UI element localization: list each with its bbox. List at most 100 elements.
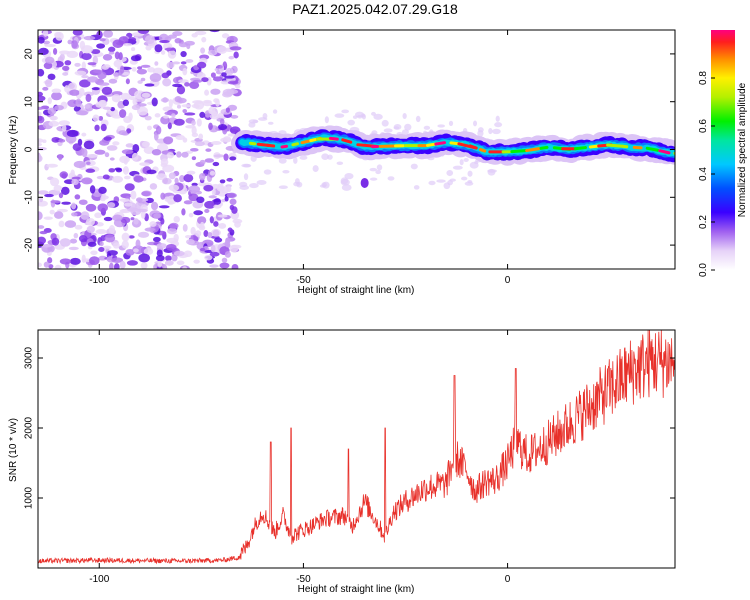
- noise-speckle: [213, 204, 222, 209]
- noise-speckle: [99, 241, 104, 247]
- noise-speckle: [94, 212, 102, 219]
- noise-speckle: [193, 79, 203, 83]
- noise-speckle: [168, 184, 180, 192]
- noise-speckle: [208, 195, 217, 199]
- noise-speckle: [210, 244, 216, 253]
- noise-speckle: [103, 30, 114, 38]
- noise-speckle: [47, 257, 53, 264]
- faint-speckle: [312, 165, 319, 172]
- noise-speckle: [92, 114, 100, 122]
- noise-speckle: [53, 47, 58, 55]
- noise-speckle: [194, 141, 205, 147]
- noise-speckle: [144, 115, 152, 121]
- noise-speckle: [81, 52, 92, 61]
- noise-speckle: [95, 229, 107, 235]
- noise-speckle: [224, 239, 231, 248]
- noise-speckle: [85, 168, 96, 173]
- noise-speckle: [149, 73, 162, 83]
- noise-speckle: [204, 200, 216, 209]
- noise-speckle: [59, 258, 72, 265]
- ridge-hotspot: [658, 149, 671, 155]
- noise-speckle: [216, 65, 223, 69]
- noise-speckle: [225, 107, 230, 113]
- noise-speckle: [74, 70, 87, 76]
- y-tick-label: 20: [24, 48, 35, 60]
- ridge-hotspot: [645, 146, 660, 152]
- noise-speckle: [123, 175, 131, 180]
- noise-speckle: [212, 161, 220, 167]
- noise-speckle: [59, 50, 71, 55]
- noise-speckle: [219, 179, 226, 184]
- noise-speckle: [124, 183, 135, 191]
- noise-speckle: [167, 227, 178, 235]
- noise-speckle: [38, 190, 49, 195]
- noise-speckle: [133, 175, 144, 183]
- noise-speckle: [207, 49, 218, 56]
- noise-speckle: [44, 78, 53, 88]
- noise-speckle: [38, 211, 43, 221]
- faint-speckle: [376, 164, 383, 171]
- faint-speckle: [415, 115, 421, 123]
- noise-speckle: [130, 217, 135, 221]
- noise-speckle: [133, 218, 139, 225]
- noise-speckle: [81, 75, 89, 79]
- noise-speckle: [44, 56, 55, 64]
- noise-speckle: [81, 61, 86, 70]
- faint-speckle: [249, 183, 259, 189]
- noise-speckle: [108, 225, 116, 234]
- noise-speckle: [107, 250, 118, 256]
- noise-speckle: [120, 92, 131, 102]
- noise-speckle: [153, 213, 161, 219]
- noise-speckle: [159, 40, 170, 44]
- colorbar-tick-label: 0.8: [698, 71, 709, 85]
- ridge-hotspot: [280, 144, 289, 149]
- noise-speckle: [174, 177, 179, 184]
- faint-speckle: [241, 163, 251, 168]
- noise-speckle: [66, 129, 79, 138]
- noise-speckle: [47, 97, 52, 105]
- noise-speckle: [107, 202, 116, 208]
- noise-speckle: [139, 162, 151, 167]
- colorbar-label: Normalized spectral amplitude: [737, 82, 748, 217]
- noise-speckle: [156, 242, 167, 249]
- noise-speckle: [43, 40, 51, 45]
- noise-speckle: [213, 98, 219, 103]
- noise-speckle: [73, 105, 81, 112]
- colorbar: 0.0 0.2 0.4 0.6 0.8 Normalized spectral ampl…: [698, 30, 748, 277]
- noise-speckle: [184, 82, 190, 87]
- spectral-blob: [360, 177, 369, 188]
- noise-speckle: [183, 250, 193, 258]
- colorbar-tick-label: 0.4: [698, 167, 709, 181]
- noise-speckle: [137, 80, 143, 84]
- noise-speckle: [151, 149, 162, 156]
- noise-speckle: [38, 95, 46, 102]
- noise-speckle: [48, 120, 60, 127]
- noise-speckle: [78, 199, 88, 205]
- noise-speckle: [186, 239, 195, 245]
- noise-speckle: [157, 260, 163, 268]
- noise-speckle: [204, 158, 215, 163]
- faint-speckle: [448, 120, 454, 126]
- noise-speckle: [201, 36, 207, 43]
- faint-speckle: [461, 176, 468, 181]
- noise-speckle: [209, 170, 216, 176]
- noise-speckle: [90, 49, 101, 55]
- noise-speckle: [141, 191, 151, 197]
- noise-speckle: [226, 177, 233, 182]
- ridge-hotspot: [588, 144, 601, 149]
- noise-speckle: [199, 111, 206, 119]
- noise-speckle: [79, 79, 91, 88]
- faint-speckle: [369, 177, 378, 181]
- ridge-hotspot: [539, 145, 549, 150]
- noise-speckle: [98, 115, 104, 121]
- noise-speckle: [125, 143, 134, 148]
- noise-speckle: [196, 118, 202, 127]
- noise-speckle: [171, 113, 176, 118]
- noise-speckle: [49, 209, 55, 215]
- noise-speckle: [149, 221, 157, 227]
- faint-speckle: [371, 111, 376, 116]
- noise-speckle: [227, 80, 239, 85]
- noise-speckle: [161, 72, 170, 79]
- noise-speckle: [124, 202, 133, 207]
- noise-speckle: [83, 35, 96, 41]
